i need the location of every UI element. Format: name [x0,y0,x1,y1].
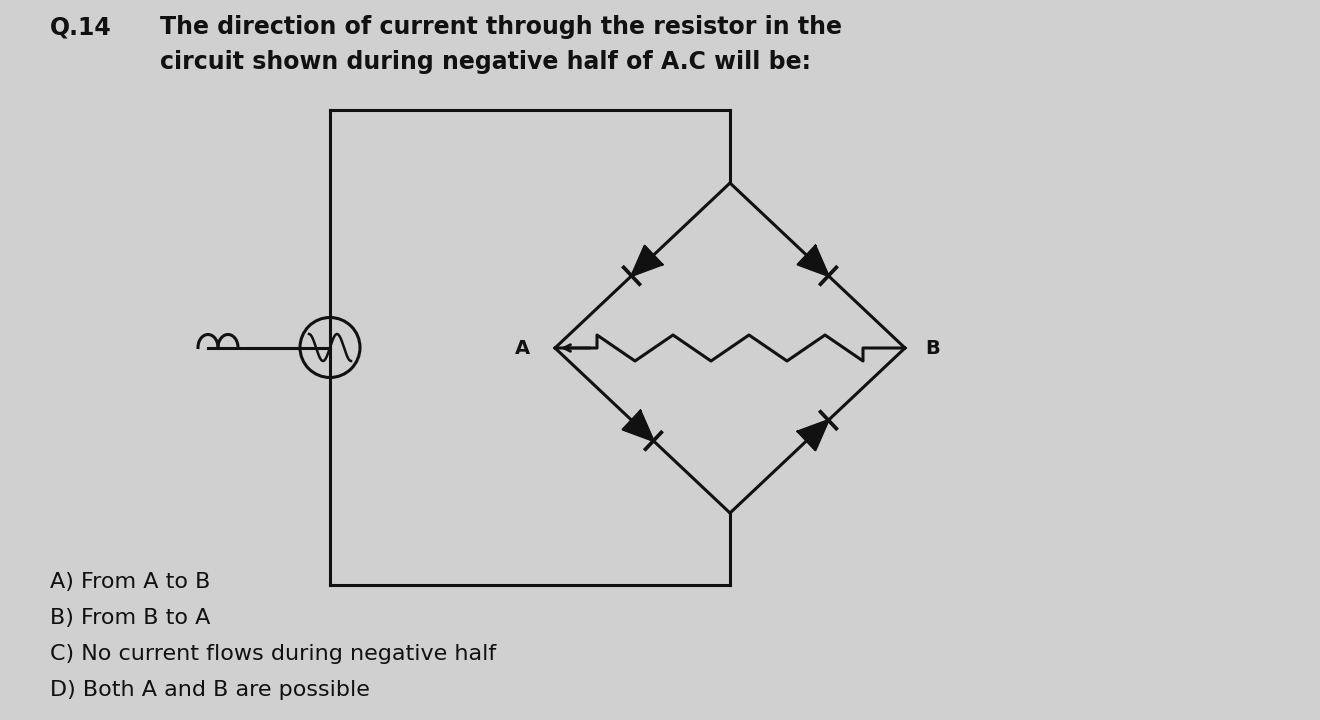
Text: A: A [515,338,531,358]
Text: B) From B to A: B) From B to A [50,608,210,628]
Polygon shape [797,246,829,276]
Text: circuit shown during negative half of A.C will be:: circuit shown during negative half of A.… [160,50,810,74]
Text: A) From A to B: A) From A to B [50,572,210,592]
Text: C) No current flows during negative half: C) No current flows during negative half [50,644,496,664]
Polygon shape [623,411,653,441]
Polygon shape [797,420,829,450]
Text: The direction of current through the resistor in the: The direction of current through the res… [160,15,842,39]
Text: Q.14: Q.14 [50,15,112,39]
Polygon shape [631,246,663,276]
Text: B: B [925,338,940,358]
Text: D) Both A and B are possible: D) Both A and B are possible [50,680,370,700]
